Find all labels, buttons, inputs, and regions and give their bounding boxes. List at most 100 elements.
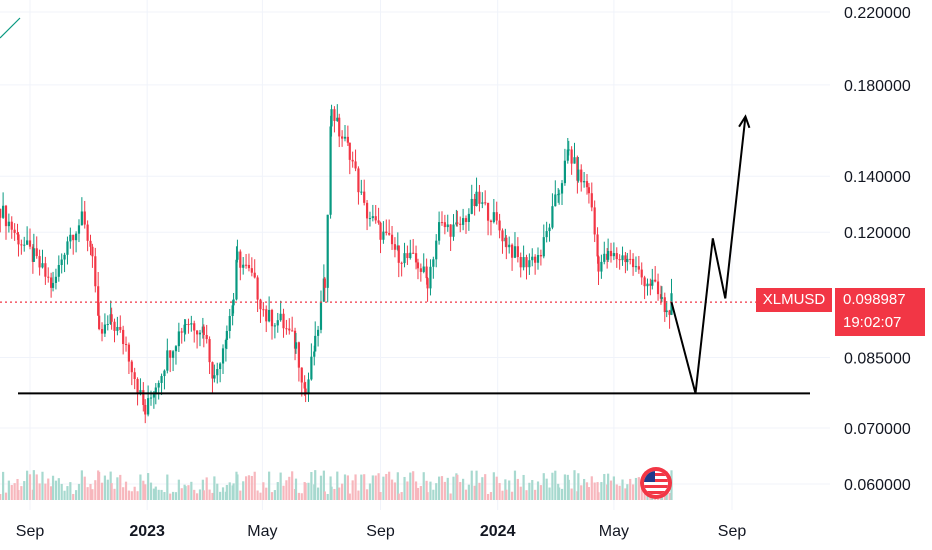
volume-bar bbox=[41, 471, 44, 500]
candle-body bbox=[293, 330, 297, 349]
volume-bar bbox=[548, 487, 551, 500]
candle-body bbox=[119, 326, 122, 330]
volume-bar bbox=[396, 472, 399, 500]
volume-bar bbox=[567, 479, 570, 500]
candle-body bbox=[600, 261, 603, 272]
volume-bar bbox=[416, 487, 420, 500]
volume-bar bbox=[190, 481, 193, 500]
candle-body bbox=[516, 246, 519, 258]
candle-body bbox=[560, 183, 564, 194]
candle-body bbox=[307, 379, 310, 395]
candle-body bbox=[69, 234, 72, 242]
candle-body bbox=[239, 251, 242, 268]
volume-bar bbox=[2, 471, 5, 500]
candle-body bbox=[371, 216, 374, 219]
candle-body bbox=[163, 370, 166, 377]
candle-body bbox=[377, 220, 380, 223]
volume-bar bbox=[464, 489, 468, 500]
candle-body bbox=[634, 266, 638, 268]
volume-bar bbox=[7, 480, 10, 500]
candle-body bbox=[268, 309, 271, 322]
candle-body bbox=[2, 205, 5, 218]
volume-bar bbox=[360, 474, 363, 500]
candle-body bbox=[160, 376, 163, 383]
candle-body bbox=[63, 254, 66, 260]
candle-body bbox=[297, 342, 300, 368]
candle-body bbox=[508, 244, 511, 248]
volume-bar bbox=[103, 475, 107, 500]
volume-bar bbox=[72, 493, 75, 500]
candle-body bbox=[236, 251, 239, 260]
volume-bar bbox=[419, 486, 422, 500]
price-axis[interactable]: 0.220000 0.180000 0.140000 0.120000 0.085000… bbox=[844, 5, 911, 494]
candle-body bbox=[310, 356, 313, 380]
volume-bar bbox=[475, 470, 478, 500]
time-axis[interactable]: Sep 2023 May Sep 2024 May Sep bbox=[16, 523, 747, 540]
candle-body bbox=[519, 257, 522, 268]
candle-body bbox=[152, 394, 155, 398]
candle-body bbox=[322, 278, 325, 302]
projection-path[interactable] bbox=[670, 116, 747, 394]
candle-body bbox=[247, 264, 251, 269]
volume-bar bbox=[577, 473, 580, 500]
time-tick-label: 2024 bbox=[480, 523, 516, 540]
volume-bar bbox=[580, 485, 583, 500]
volume-bar bbox=[17, 490, 20, 500]
candle-body bbox=[422, 266, 425, 272]
volume-bar bbox=[542, 473, 545, 500]
volume-bar bbox=[429, 481, 432, 500]
candle-body bbox=[668, 310, 671, 315]
volume-bar bbox=[142, 480, 145, 500]
candle-body bbox=[211, 362, 214, 379]
us-flag-icon[interactable] bbox=[640, 467, 672, 499]
candle-body bbox=[637, 266, 640, 270]
volume-bar bbox=[462, 478, 465, 500]
candle-body bbox=[484, 202, 487, 204]
volume-bar bbox=[236, 474, 239, 500]
candle-body bbox=[481, 202, 484, 204]
candle-body bbox=[522, 257, 525, 268]
volume-bar bbox=[531, 480, 534, 500]
volume-bars bbox=[0, 470, 673, 500]
candle-body bbox=[587, 187, 591, 194]
volume-bar bbox=[144, 484, 147, 500]
candle-body bbox=[41, 263, 44, 268]
volume-bar bbox=[202, 490, 205, 500]
candle-body bbox=[124, 344, 128, 346]
volume-bar bbox=[492, 472, 495, 500]
volume-bar bbox=[403, 476, 406, 500]
candle-body bbox=[154, 387, 157, 395]
candle-body bbox=[425, 266, 428, 279]
candle-body bbox=[169, 350, 172, 358]
candle-body bbox=[54, 276, 58, 283]
volume-bar bbox=[371, 475, 374, 500]
candle-body bbox=[374, 216, 377, 221]
candle-body bbox=[426, 278, 429, 289]
price-tick-label: 0.120000 bbox=[844, 225, 911, 242]
time-tick-label: Sep bbox=[16, 523, 45, 540]
price-tick-label: 0.140000 bbox=[844, 169, 911, 186]
candle-body bbox=[4, 205, 8, 227]
volume-bar bbox=[634, 477, 638, 500]
volume-bar bbox=[609, 480, 613, 500]
volume-bar bbox=[590, 476, 593, 500]
volume-bar bbox=[228, 482, 231, 500]
candle-body bbox=[365, 202, 369, 219]
volume-bar bbox=[136, 491, 139, 500]
volume-bar bbox=[341, 483, 344, 500]
price-tick-label: 0.085000 bbox=[844, 350, 911, 367]
candle-body bbox=[651, 279, 654, 286]
volume-bar bbox=[152, 488, 155, 500]
candle-body bbox=[665, 310, 668, 313]
candle-body bbox=[224, 339, 228, 349]
volume-bar bbox=[100, 482, 104, 500]
candle-body bbox=[13, 229, 16, 233]
time-tick-label: Sep bbox=[366, 523, 395, 540]
volume-bar bbox=[426, 492, 429, 500]
candle-body bbox=[235, 259, 238, 300]
volume-bar bbox=[127, 490, 131, 500]
volume-bar bbox=[600, 482, 603, 500]
candle-body bbox=[205, 335, 208, 340]
flag-stripe bbox=[644, 491, 668, 494]
